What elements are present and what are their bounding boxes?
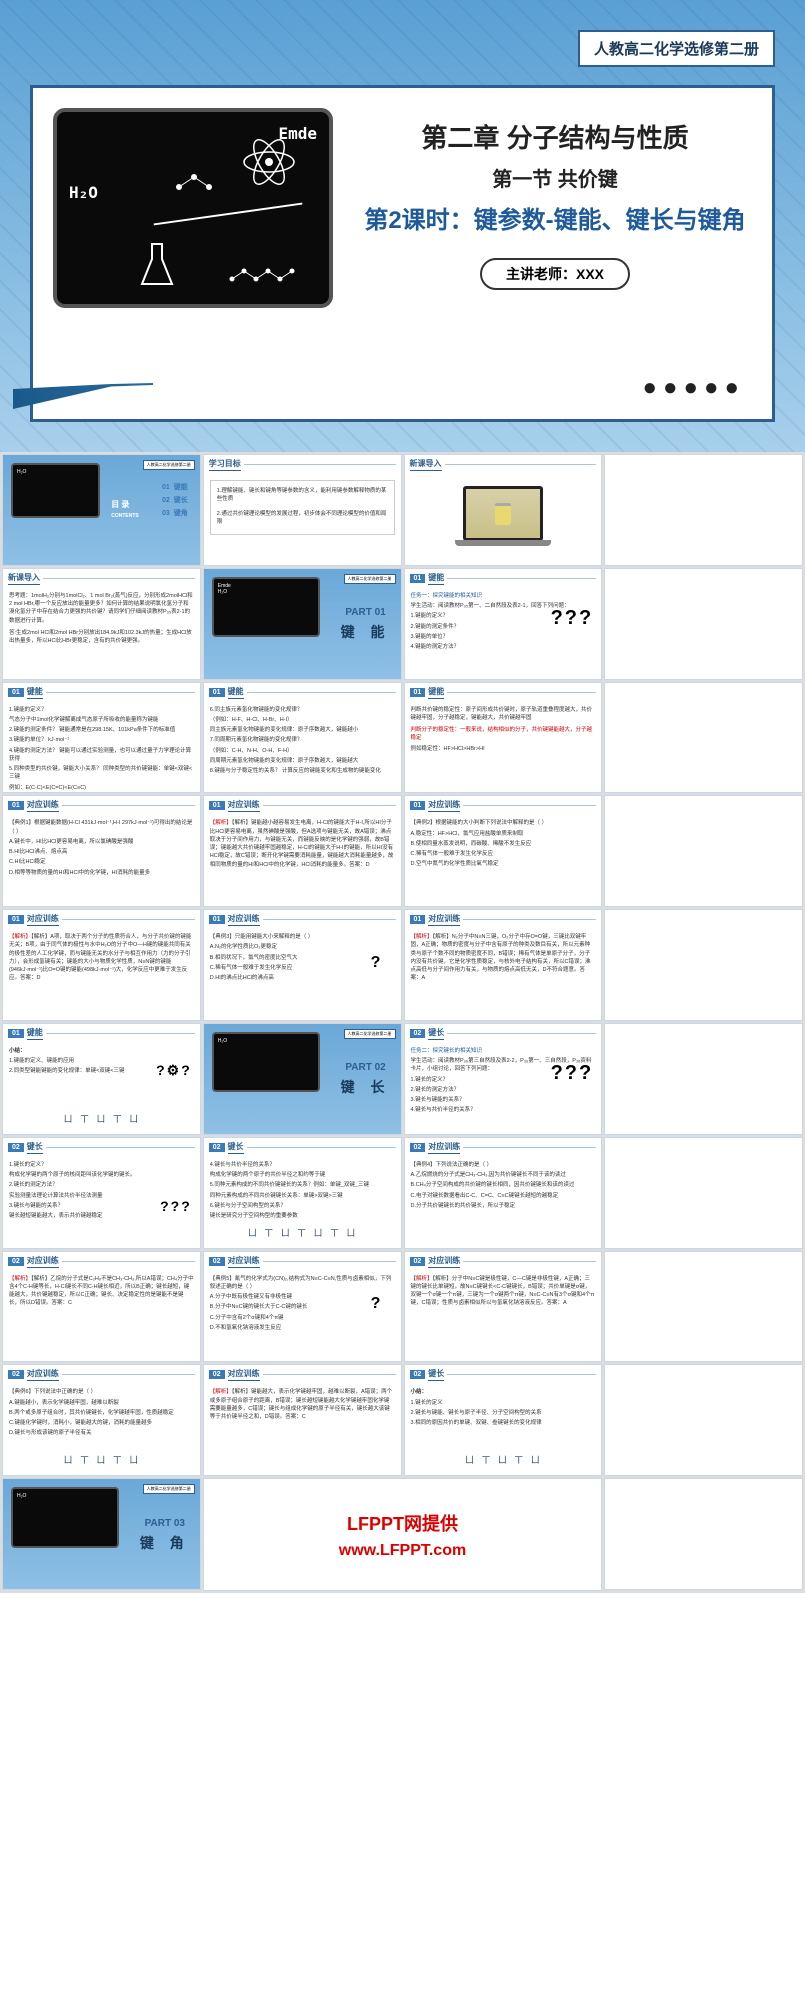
slide-s08: 01键能 6.同主族元素氢化物键能的变化规律？ （例如：H-F、H-Cl、H-B… [203, 682, 402, 794]
slide-s18: 02键长 任务二：探究键长的相关知识 学生活动：阅读教材P₃₆第三自然段及表2-… [404, 1023, 603, 1135]
slide-title: 学习目标 [209, 458, 241, 471]
mini-badge: 人教高二化学选修第二册 [143, 460, 195, 470]
slide-intro: 新课导入 [404, 454, 603, 566]
molecule-chain-icon [224, 249, 314, 289]
slide-s14: 01对应训练 【典例3】只能用键能大小来解释的是（ ） A.N₂的化学性质比O₂… [203, 909, 402, 1021]
atom-icon [239, 132, 299, 192]
part-label: PART 03键 角 [140, 1518, 190, 1553]
laptop-illustration [463, 486, 543, 541]
lesson-title: 第2课时：键参数-键能、键长与键角 [358, 204, 752, 238]
blackboard-illustration: Emde H₂O [53, 108, 333, 308]
slide-title: 新课导入 [410, 458, 442, 471]
slide-s10: 01对应训练 【典例1】根据键能数据(H-Cl 431kJ·mol⁻¹,H-I … [2, 795, 201, 907]
section-title: 第一节 共价键 [358, 163, 752, 192]
part-label: PART 01键 能 [341, 607, 391, 642]
jar-icon [495, 503, 511, 525]
slide-num: 01 [410, 574, 426, 583]
molecule-icon [169, 167, 219, 207]
slide-s12: 01对应训练 【典例2】根据键能的大小判断下列说法中解释的是（ ） A.稳定性：… [404, 795, 603, 907]
slide-blank [604, 1478, 803, 1590]
flask-icon [137, 239, 177, 289]
provider-url: www.LFPPT.com [339, 1542, 466, 1560]
mini-blackboard: H₂O [212, 1032, 320, 1092]
slide-s26: 02对应训练 【解析】【解析】键能越大，表示化学键越牢固，越难以断裂，A错误；两… [203, 1364, 402, 1476]
slide-s23: 02对应训练 【典例5】氰气的化学式为(CN)₂,结构式为N≡C-C≡N,性质与… [203, 1251, 402, 1363]
slide-blank [604, 454, 803, 566]
contents-heading: 目 录CONTENTS [111, 499, 139, 519]
mini-formula: H₂O [17, 469, 94, 475]
slide-s07: 01键能 1.键能的定义？ 气态分子中1mol化学键解离成气态原子所吸收的能量称… [2, 682, 201, 794]
slide-s25: 02对应训练 【典例6】下列说法中正确的是（ ） A.键能越小，表示化学键越牢固… [2, 1364, 201, 1476]
slide-blank [604, 909, 803, 1021]
slide-s19: 02键长 1.键长的定义？ 构成化学键的两个原子的核间距叫该化学键的键长。 2.… [2, 1137, 201, 1249]
hero-dots: ●●●●● [643, 374, 745, 402]
slide-part1: 人教高二化学选修第二册 EmdeH₂O PART 01键 能 [203, 568, 402, 680]
slide-s09: 01键能 判断共价键的稳定性：原子间形成共价键时，原子轨道重叠程度越大，共价键越… [404, 682, 603, 794]
slide-s21: 02对应训练 【典例4】下列说法正确的是（ ） A.乙烷燃烧的分子式是CH₃-C… [404, 1137, 603, 1249]
slide-s22: 02对应训练 【解析】【解析】乙烷的分子式是C₂H₆不是CH₃-CH₃,所以A错… [2, 1251, 201, 1363]
question-doodle: ? [361, 1295, 391, 1325]
desk-doodle: ㄩ ㄒ ㄩ ㄒ ㄩ [3, 1453, 200, 1471]
mini-badge: 人教高二化学选修第二册 [143, 1484, 195, 1494]
hero-titles: 第二章 分子结构与性质 第一节 共价键 第2课时：键参数-键能、键长与键角 主讲… [358, 108, 752, 399]
contents-list: 01键能 02键长 03键角 [162, 482, 192, 520]
question-doodle: ?⚙? [156, 1062, 192, 1079]
slide-blank [604, 1364, 803, 1476]
mini-badge: 人教高二化学选修第二册 [344, 1029, 396, 1039]
slide-blank [604, 568, 803, 680]
question-marks: ??? [551, 1062, 594, 1085]
mini-badge: 人教高二化学选修第二册 [344, 574, 396, 584]
hero-slide: 人教高二化学选修第二册 Emde H₂O 第二章 分子结构与性质 第一节 共价键… [0, 0, 805, 452]
desk-doodle: ㄩ ㄒ ㄩ ㄒ ㄩ [405, 1453, 602, 1471]
slide-s20: 02键长 4.键长与共价半径的关系？ 构成化学键的两个原子的共价半径之和约等于键… [203, 1137, 402, 1249]
task: 任务一：探究键能的相关知识 [411, 592, 596, 600]
slide-s27: 02键长 小结： 1.键长的定义 2.键长与键能、键长与原子半径、分子空间构型的… [404, 1364, 603, 1476]
question-text: 思考题：1molH₂分别与1molCl₂、1 mol Br₂(蒸气)反应，分别形… [9, 592, 194, 625]
slide-s15: 01对应训练 【解析】【解析】N₂分子中N≡N三键，O₂分子中存O=O键，三键比… [404, 909, 603, 1021]
mini-blackboard: H₂O [11, 1487, 119, 1547]
slide-title: 新课导入 [8, 572, 40, 585]
question-doodle: ? [361, 954, 391, 984]
teacher-label: 主讲老师：XXX [480, 258, 630, 290]
mini-blackboard: EmdeH₂O [212, 577, 320, 637]
slide-blank [604, 1251, 803, 1363]
objective-2: 2.通过共价键理论模型的发展过程，初步体会不同理论模型的价值和局限 [217, 510, 388, 527]
slide-title: 键能 [428, 572, 444, 585]
thumbnail-grid: 人教高二化学选修第二册 H₂O 目 录CONTENTS 01键能 02键长 03… [0, 452, 805, 1593]
part-label: PART 02键 长 [341, 1062, 391, 1097]
slide-blank [604, 795, 803, 907]
slide-s24: 02对应训练 【解析】【解析】分子中N≡C键是极性键，C—C键是非极性键，A正确… [404, 1251, 603, 1363]
course-badge: 人教高二化学选修第二册 [578, 30, 775, 67]
hero-content: Emde H₂O 第二章 分子结构与性质 第一节 共价键 第2课时：键参数-键能… [30, 85, 775, 422]
chapter-title: 第二章 分子结构与性质 [358, 118, 752, 155]
desk-doodle: ㄩ ㄒ ㄩ ㄒ ㄩ [3, 1112, 200, 1130]
slide-s11: 01对应训练 【解析】【解析】键能越小越容易发生电离，H-Cl的键能大于H-I,… [203, 795, 402, 907]
slide-credits: LFPPT网提供 www.LFPPT.com [203, 1478, 603, 1591]
answer-text: 答:生成2mol HCl和2mol HBr分别放出184.9kJ和102.3kJ… [9, 629, 194, 646]
slide-contents: 人教高二化学选修第二册 H₂O 目 录CONTENTS 01键能 02键长 03… [2, 454, 201, 566]
question-doodle: ??? [160, 1198, 192, 1214]
slide-part3: 人教高二化学选修第二册 H₂O PART 03键 角 [2, 1478, 201, 1590]
slide-objectives: 学习目标 1.理解键能、键长和键角等键参数的含义，能利用键参数解释物质的某些性质… [203, 454, 402, 566]
slide-blank [604, 1023, 803, 1135]
slide-s13: 01对应训练 【解析】【解析】A项，取决于两个分子的性质符合人，与分子共价键的键… [2, 909, 201, 1021]
teacher-arm [13, 359, 153, 409]
slide-s16: 01键能 小结： 1.键能的定义、键能的应用 2.同类型键能键能的变化规律：单键… [2, 1023, 201, 1135]
slide-s06: 01键能 任务一：探究键能的相关知识 学生活动：阅读教材P₃₅第一、二自然段及表… [404, 568, 603, 680]
slide-intro-q: 新课导入 思考题：1molH₂分别与1molCl₂、1 mol Br₂(蒸气)反… [2, 568, 201, 680]
mini-blackboard: H₂O [11, 463, 100, 518]
question-marks: ??? [551, 607, 594, 630]
objective-1: 1.理解键能、键长和键角等键参数的含义，能利用键参数解释物质的某些性质 [217, 487, 388, 504]
desk-doodle: ㄩ ㄒ ㄩ ㄒ ㄩ ㄒ ㄩ [204, 1226, 401, 1244]
slide-blank [604, 1137, 803, 1249]
slide-part2: 人教高二化学选修第二册 H₂O PART 02键 长 [203, 1023, 402, 1135]
provider-label: LFPPT网提供 [347, 1510, 458, 1536]
slide-blank [604, 682, 803, 794]
